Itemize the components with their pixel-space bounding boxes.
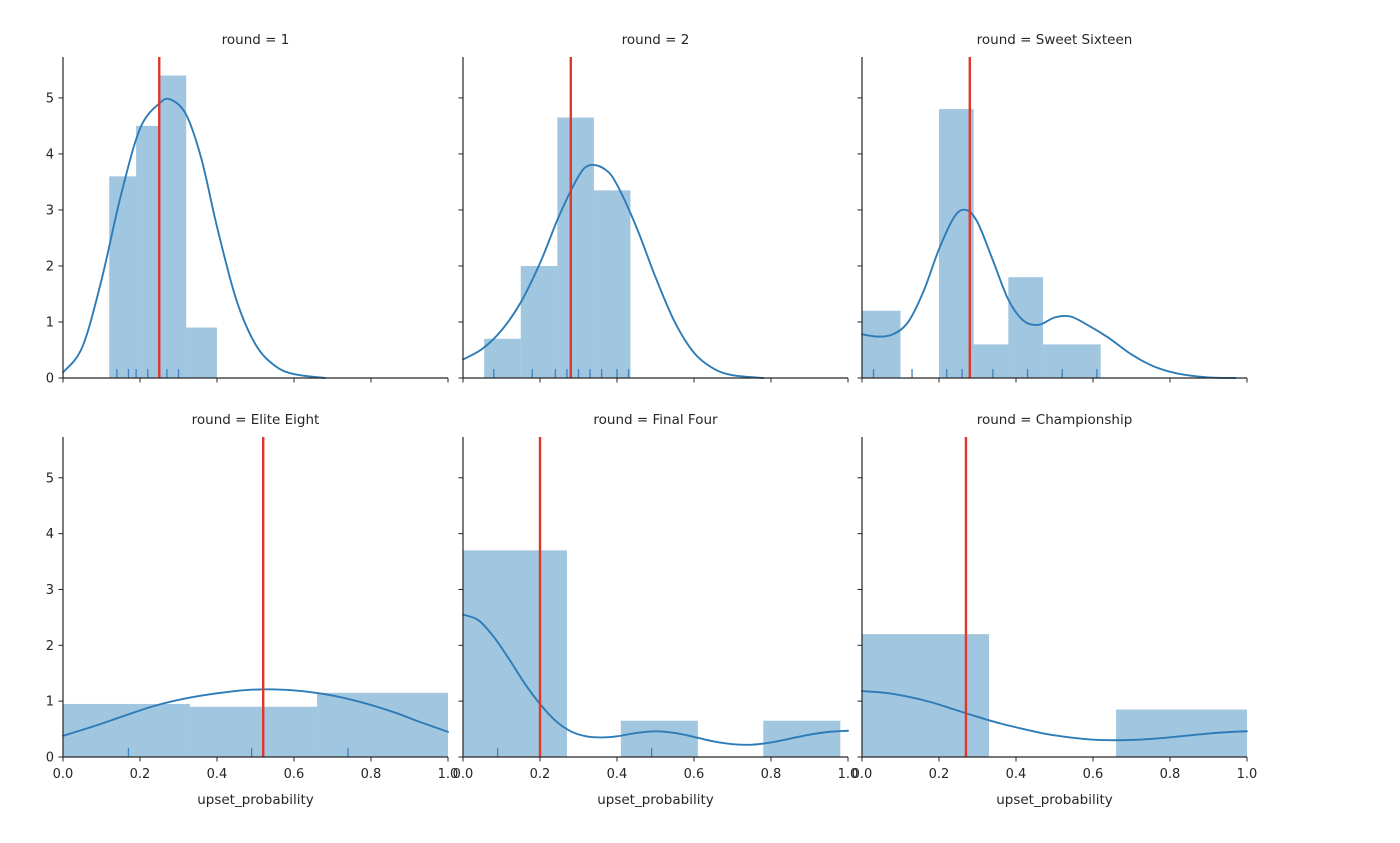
y-tick-label: 1	[46, 695, 54, 710]
x-tick-label: 0.0	[53, 767, 74, 782]
histogram-bar	[63, 703, 191, 757]
kde-curve	[462, 613, 849, 746]
histogram-bar	[520, 265, 558, 378]
histogram-bar	[1008, 277, 1043, 378]
x-tick-label: 0.6	[684, 767, 705, 782]
histogram-bar	[190, 706, 318, 757]
histogram-bar	[1116, 709, 1247, 757]
kde-curve	[462, 163, 765, 379]
histogram-bar	[593, 190, 631, 378]
histogram-bar	[484, 338, 521, 378]
y-tick-label: 2	[46, 259, 54, 274]
histogram-bar	[136, 125, 160, 378]
y-tick-label: 0	[46, 751, 54, 766]
histogram-bar	[109, 176, 137, 378]
x-tick-label: 0.8	[761, 767, 782, 782]
x-tick-label: 0.2	[929, 767, 950, 782]
x-tick-label: 0.0	[852, 767, 873, 782]
facet-round-elite-eight: round = Elite Eight 0.0 0.2 0.4 0.6 0.8 1.0 0 1 2…	[46, 412, 459, 808]
x-axis-label: upset_probability	[197, 792, 314, 808]
x-tick-label: 0.8	[361, 767, 382, 782]
histogram-bar	[557, 117, 594, 378]
x-tick-label: 0.4	[607, 767, 628, 782]
histogram-bar	[159, 75, 187, 379]
y-tick-label: 5	[46, 91, 54, 106]
histogram-bar	[939, 109, 974, 378]
x-tick-label: 0.2	[530, 767, 551, 782]
y-tick-label: 3	[46, 583, 54, 598]
histogram-bar	[186, 327, 217, 378]
x-tick-label: 0.2	[130, 767, 151, 782]
facet-title: round = Sweet Sixteen	[977, 32, 1133, 48]
facet-title: round = Championship	[977, 412, 1133, 428]
x-tick-label: 0.6	[1083, 767, 1104, 782]
x-tick-label: 0.6	[284, 767, 305, 782]
facet-title: round = 2	[622, 32, 690, 48]
x-tick-label: 1.0	[438, 767, 459, 782]
facet-title: round = Final Four	[593, 412, 718, 428]
kde-curve	[861, 208, 1237, 379]
x-tick-label: 0.0	[453, 767, 474, 782]
y-tick-label: 4	[46, 527, 54, 542]
histogram-bar	[620, 720, 698, 757]
facet-round-championship: round = Championship 0.0 0.2 0.4 0.6 0.8 1.0 up…	[852, 412, 1258, 808]
facet-title: round = Elite Eight	[192, 412, 320, 428]
y-tick-label: 5	[46, 471, 54, 486]
facet-round-sweet-sixteen: round = Sweet Sixteen	[857, 32, 1248, 383]
y-tick-label: 2	[46, 639, 54, 654]
y-tick-label: 4	[46, 147, 54, 162]
facet-round-final-four: round = Final Four 0.0 0.2 0.4 0.6 0.8 1.0 upse…	[453, 412, 859, 808]
histogram-bar	[1042, 344, 1101, 378]
histogram-bar	[463, 550, 567, 757]
y-tick-label: 1	[46, 315, 54, 330]
y-tick-label: 3	[46, 203, 54, 218]
x-axis-label: upset_probability	[996, 792, 1113, 808]
x-tick-label: 0.4	[207, 767, 228, 782]
facet-title: round = 1	[222, 32, 290, 48]
facet-round-2: round = 2	[458, 32, 849, 383]
x-tick-label: 0.4	[1006, 767, 1027, 782]
x-tick-label: 0.8	[1160, 767, 1181, 782]
kde-curve	[62, 97, 326, 379]
x-axis-label: upset_probability	[597, 792, 714, 808]
histogram-bar	[763, 720, 841, 757]
kde-curve	[62, 688, 449, 737]
facet-round-1: round = 1 0 1 2 3 4 5	[46, 32, 449, 387]
histogram-bar	[862, 634, 990, 757]
kde-curve	[861, 690, 1248, 742]
histogram-bar	[973, 344, 1009, 378]
histogram-bar	[862, 310, 901, 378]
x-tick-label: 1.0	[1237, 767, 1258, 782]
x-tick-label: 1.0	[838, 767, 859, 782]
y-tick-label: 0	[46, 372, 54, 387]
